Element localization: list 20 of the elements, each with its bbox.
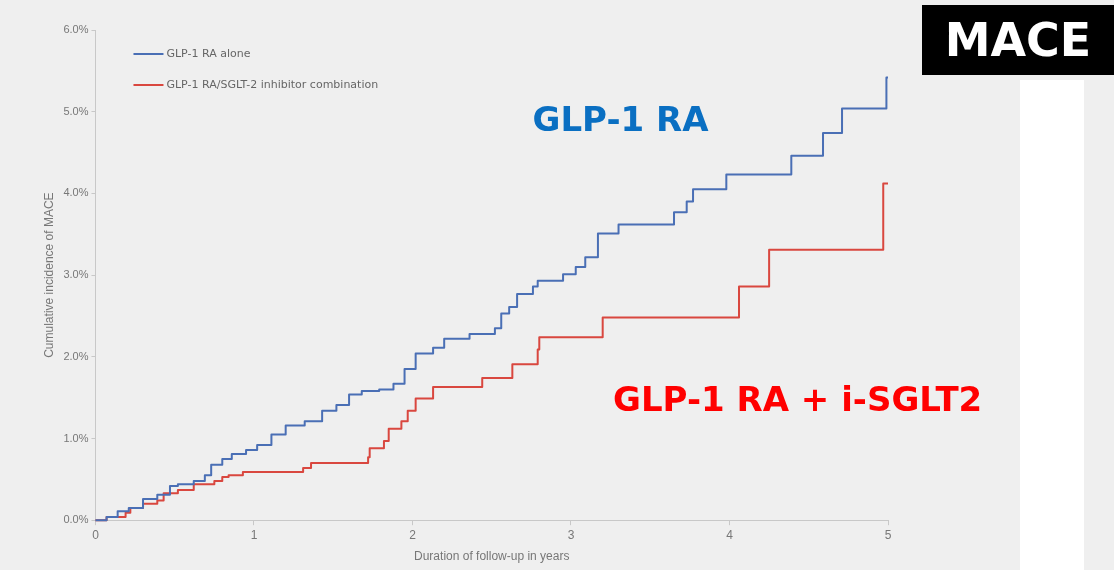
y-tick-label: 2.0% [63, 349, 89, 362]
y-tick-label: 4.0% [63, 186, 89, 199]
x-tick-label: 1 [250, 527, 258, 542]
x-tick-label: 5 [884, 527, 892, 542]
legend-label: GLP-1 RA/SGLT-2 inhibitor combination [166, 77, 379, 91]
x-tick-label: 4 [726, 527, 734, 542]
annotation: GLP-1 RA [532, 99, 710, 140]
y-tick-label: 3.0% [63, 268, 89, 281]
y-axis-title: Cumulative incidence of MACE [41, 192, 56, 358]
x-axis-title: Duration of follow-up in years [414, 549, 570, 564]
x-tick-label: 3 [567, 527, 575, 542]
y-tick-label: 6.0% [63, 23, 89, 36]
legend-label: GLP-1 RA alone [166, 46, 251, 60]
x-tick-label: 2 [409, 527, 417, 542]
y-tick-label: 0.0% [63, 513, 89, 526]
x-tick-label: 0 [92, 527, 100, 542]
annotation: GLP-1 RA + i-SGLT2 [613, 378, 983, 419]
y-tick-label: 1.0% [63, 431, 89, 444]
text: MACE [922, 5, 1114, 75]
y-tick-label: 5.0% [63, 104, 89, 117]
